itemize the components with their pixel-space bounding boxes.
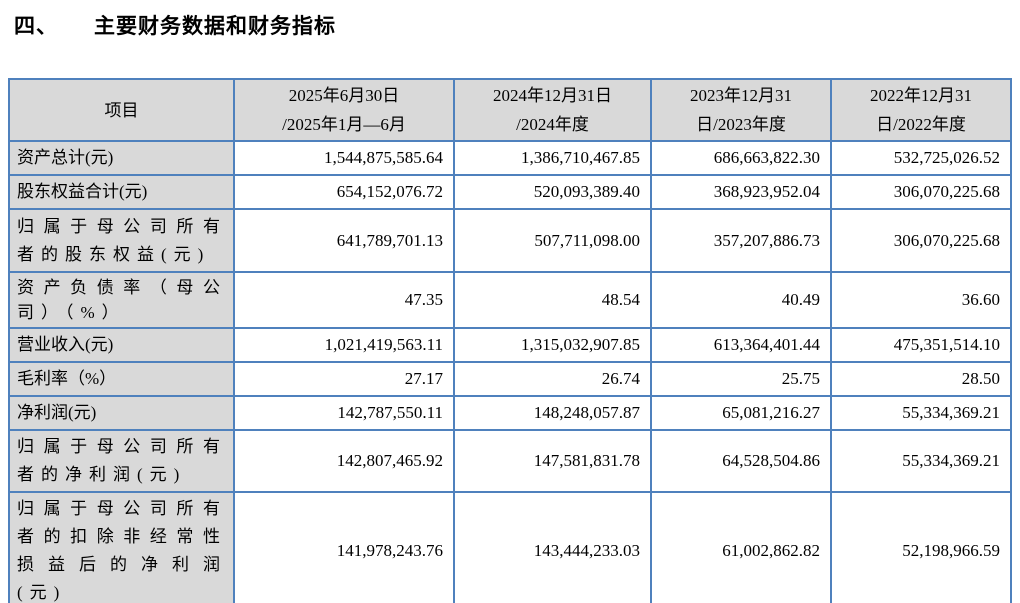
cell-value: 142,807,465.92	[233, 429, 455, 493]
row-label: 股东权益合计(元)	[8, 174, 235, 210]
cell-value: 357,207,886.73	[650, 208, 832, 273]
cell-value: 148,248,057.87	[453, 395, 652, 431]
table-body: 资产总计(元) 1,544,875,585.64 1,386,710,467.85 6…	[8, 140, 1012, 603]
table-row: 资产负债率（母公司）（%） 47.35 48.54 40.49 36.60	[8, 271, 1012, 329]
row-label: 归属于母公司所有者的扣除非经常性损益后的净利润(元)	[8, 491, 235, 603]
cell-value: 507,711,098.00	[453, 208, 652, 273]
row-label: 营业收入(元)	[8, 327, 235, 363]
table-header: 项目 2025年6月30日 /2025年1月—6月 2024年12月31日 /202…	[8, 78, 1012, 142]
section-number: 四、	[14, 15, 58, 38]
column-header-period: 2024年12月31日 /2024年度	[453, 78, 652, 142]
cell-value: 25.75	[650, 361, 832, 397]
cell-value: 368,923,952.04	[650, 174, 832, 210]
row-label: 资产负债率（母公司）（%）	[8, 271, 235, 329]
section-title-text: 主要财务数据和财务指标	[94, 15, 336, 38]
page-title: 四、 主要财务数据和财务指标	[14, 10, 336, 40]
cell-value: 65,081,216.27	[650, 395, 832, 431]
cell-value: 613,364,401.44	[650, 327, 832, 363]
column-header-period: 2023年12月31 日/2023年度	[650, 78, 832, 142]
table-row: 归属于母公司所有者的扣除非经常性损益后的净利润(元) 141,978,243.76…	[8, 491, 1012, 603]
cell-value: 475,351,514.10	[830, 327, 1012, 363]
table-row: 归属于母公司所有者的股东权益(元) 641,789,701.13 507,711,0…	[8, 208, 1012, 273]
column-header-period: 2022年12月31 日/2022年度	[830, 78, 1012, 142]
cell-value: 1,315,032,907.85	[453, 327, 652, 363]
cell-value: 27.17	[233, 361, 455, 397]
cell-value: 532,725,026.52	[830, 140, 1012, 176]
cell-value: 143,444,233.03	[453, 491, 652, 603]
cell-value: 1,021,419,563.11	[233, 327, 455, 363]
cell-value: 1,544,875,585.64	[233, 140, 455, 176]
table-row: 营业收入(元) 1,021,419,563.11 1,315,032,907.85 6…	[8, 327, 1012, 363]
table-row: 股东权益合计(元) 654,152,076.72 520,093,389.40 368…	[8, 174, 1012, 210]
cell-value: 306,070,225.68	[830, 174, 1012, 210]
cell-value: 40.49	[650, 271, 832, 329]
cell-value: 48.54	[453, 271, 652, 329]
cell-value: 61,002,862.82	[650, 491, 832, 603]
cell-value: 55,334,369.21	[830, 429, 1012, 493]
cell-value: 36.60	[830, 271, 1012, 329]
cell-value: 686,663,822.30	[650, 140, 832, 176]
column-header-item: 项目	[8, 78, 235, 142]
cell-value: 26.74	[453, 361, 652, 397]
cell-value: 64,528,504.86	[650, 429, 832, 493]
table-row: 毛利率（%） 27.17 26.74 25.75 28.50	[8, 361, 1012, 397]
table-row: 净利润(元) 142,787,550.11 148,248,057.87 65,081…	[8, 395, 1012, 431]
row-label: 归属于母公司所有者的股东权益(元)	[8, 208, 235, 273]
cell-value: 654,152,076.72	[233, 174, 455, 210]
cell-value: 141,978,243.76	[233, 491, 455, 603]
row-label: 毛利率（%）	[8, 361, 235, 397]
cell-value: 641,789,701.13	[233, 208, 455, 273]
table-row: 归属于母公司所有者的净利润(元) 142,807,465.92 147,581,83…	[8, 429, 1012, 493]
column-header-period: 2025年6月30日 /2025年1月—6月	[233, 78, 455, 142]
cell-value: 520,093,389.40	[453, 174, 652, 210]
cell-value: 52,198,966.59	[830, 491, 1012, 603]
row-label: 资产总计(元)	[8, 140, 235, 176]
cell-value: 306,070,225.68	[830, 208, 1012, 273]
row-label: 归属于母公司所有者的净利润(元)	[8, 429, 235, 493]
cell-value: 147,581,831.78	[453, 429, 652, 493]
table-row: 资产总计(元) 1,544,875,585.64 1,386,710,467.85 6…	[8, 140, 1012, 176]
cell-value: 1,386,710,467.85	[453, 140, 652, 176]
cell-value: 47.35	[233, 271, 455, 329]
row-label: 净利润(元)	[8, 395, 235, 431]
cell-value: 28.50	[830, 361, 1012, 397]
cell-value: 55,334,369.21	[830, 395, 1012, 431]
financial-table: 项目 2025年6月30日 /2025年1月—6月 2024年12月31日 /202…	[8, 78, 1012, 603]
cell-value: 142,787,550.11	[233, 395, 455, 431]
header-row: 项目 2025年6月30日 /2025年1月—6月 2024年12月31日 /202…	[8, 78, 1012, 142]
